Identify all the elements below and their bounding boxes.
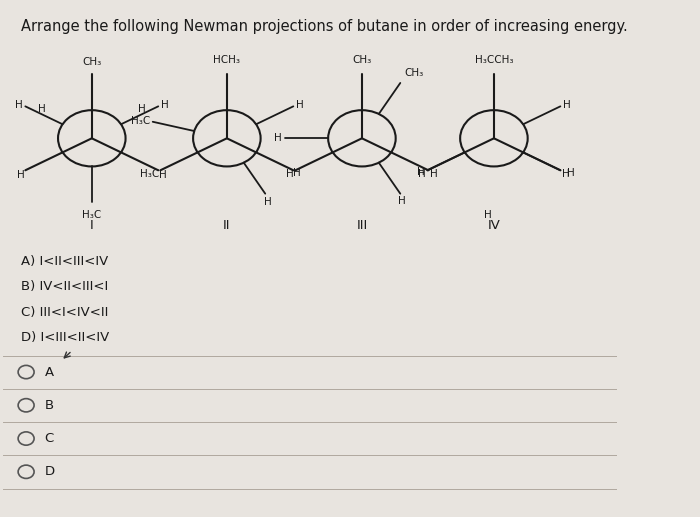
Text: H: H [264, 197, 272, 207]
Text: H: H [138, 103, 146, 114]
Text: H: H [286, 169, 294, 178]
Text: A) I<II<III<IV: A) I<II<III<IV [21, 254, 108, 268]
Text: H: H [17, 170, 25, 179]
Text: H: H [159, 170, 167, 179]
Text: H: H [161, 100, 169, 110]
Text: H: H [417, 166, 425, 176]
Text: H: H [484, 210, 491, 220]
Text: B) IV<II<III<I: B) IV<II<III<I [21, 280, 108, 293]
Text: II: II [223, 219, 230, 232]
Text: H₃C: H₃C [130, 116, 150, 126]
Text: H: H [561, 169, 569, 178]
Text: H: H [563, 100, 570, 110]
Text: H₃C: H₃C [82, 210, 102, 220]
Text: H: H [419, 169, 426, 178]
Text: C) III<I<IV<II: C) III<I<IV<II [21, 306, 108, 318]
Text: B: B [45, 399, 54, 412]
Text: H: H [38, 103, 46, 114]
Text: A: A [45, 366, 54, 378]
Text: Arrange the following Newman projections of butane in order of increasing energy: Arrange the following Newman projections… [21, 19, 628, 34]
Text: H: H [293, 168, 301, 178]
Text: CH₃: CH₃ [82, 57, 102, 67]
Text: III: III [356, 219, 368, 232]
Text: D: D [45, 465, 55, 478]
Text: CH₃: CH₃ [352, 55, 372, 65]
Text: H₃CCH₃: H₃CCH₃ [475, 55, 513, 65]
Text: C: C [45, 432, 54, 445]
Text: H: H [15, 100, 22, 110]
Text: H: H [398, 196, 406, 206]
Text: H: H [296, 100, 304, 110]
Text: H₃C: H₃C [140, 169, 159, 178]
Text: IV: IV [487, 219, 500, 232]
Text: I: I [90, 219, 94, 232]
Text: H: H [274, 133, 282, 143]
Text: H: H [567, 169, 575, 178]
Text: D) I<III<II<IV: D) I<III<II<IV [21, 331, 109, 344]
Text: H: H [430, 169, 438, 178]
Text: HCH₃: HCH₃ [214, 55, 240, 65]
Text: CH₃: CH₃ [404, 68, 424, 78]
